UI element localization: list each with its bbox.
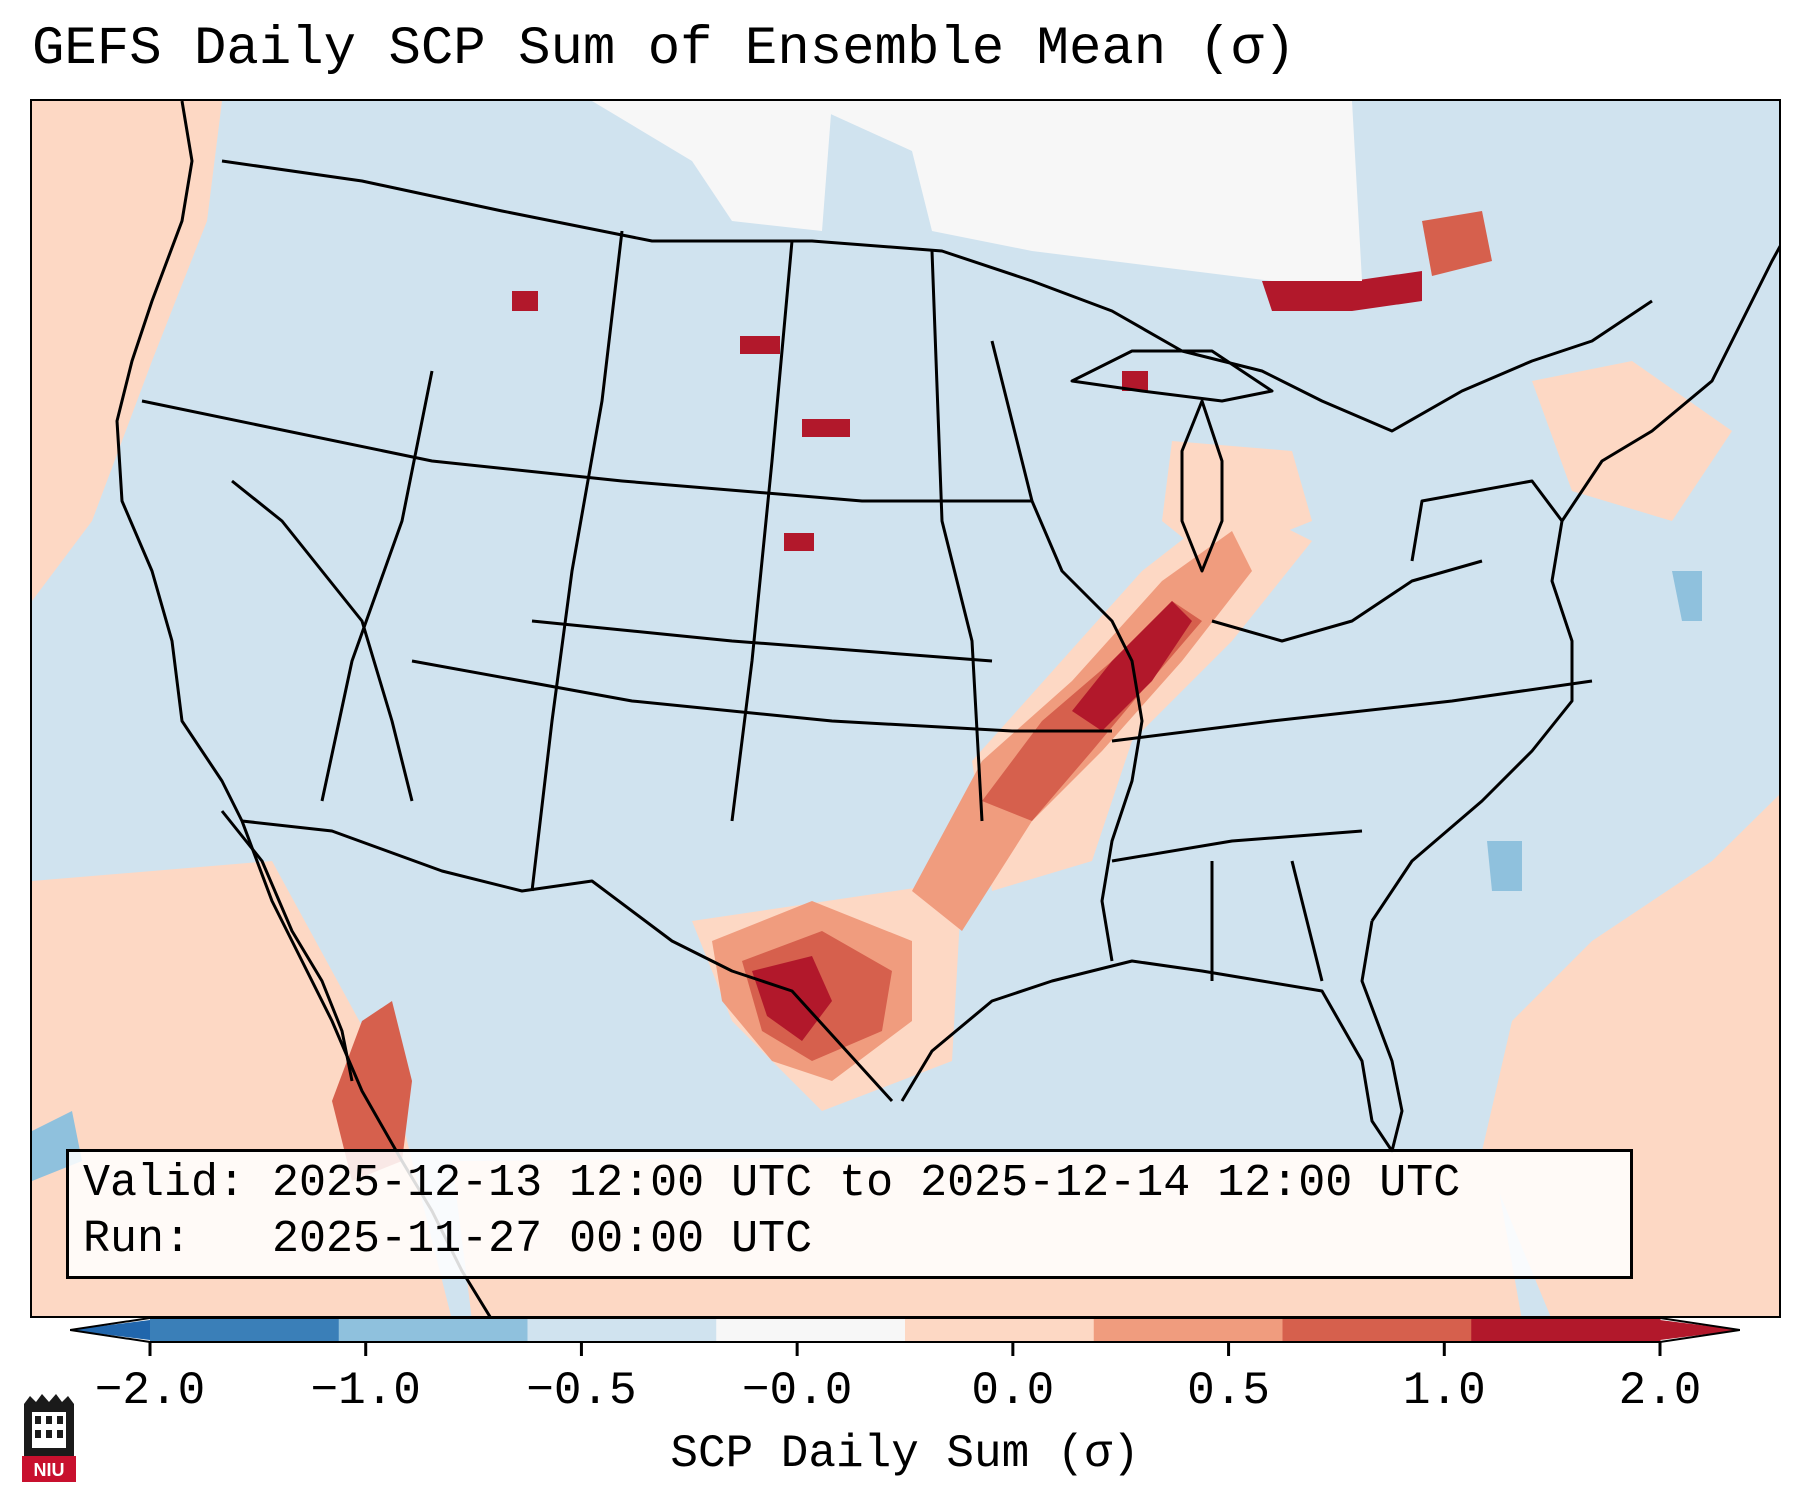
state-line-1	[141, 399, 1032, 503]
basemap-lines	[115, 101, 1779, 1316]
nebraska-extreme-cell	[802, 419, 850, 437]
map-canvas	[32, 101, 1779, 1316]
kansas-extreme-cell	[784, 533, 814, 551]
atlantic-south-negative-spot	[1487, 841, 1522, 891]
colorbar-tick-label: 0.5	[1187, 1365, 1270, 1417]
state-line-13	[231, 479, 414, 802]
colorbar-bins	[150, 1318, 1661, 1342]
east-coast-line	[1370, 245, 1779, 922]
state-line-12	[1410, 479, 1564, 562]
colorbar-bin-2	[527, 1318, 717, 1342]
western-canada-neutral-area	[592, 101, 832, 231]
colorbar-bin-1	[338, 1318, 528, 1342]
state-line-7	[1111, 679, 1593, 743]
lake-superior-outline	[1070, 349, 1274, 403]
atlantic-negative-spot	[1672, 571, 1702, 621]
state-line-14	[531, 619, 993, 663]
northeast-positive-area	[1532, 361, 1732, 521]
colorbar-under-arrow	[70, 1320, 150, 1340]
niu-logo-text: NIU	[34, 1460, 65, 1480]
colorbar-bin-3	[716, 1318, 906, 1342]
colorbar	[70, 1318, 1740, 1356]
colorbar-bin-7	[1471, 1318, 1661, 1342]
colorbar-tick-label: −1.0	[310, 1365, 421, 1417]
colorbar-bin-6	[1282, 1318, 1472, 1342]
central-canada-neutral-area	[802, 101, 1362, 281]
colorbar-outline	[70, 1318, 1740, 1343]
montana-extreme-cell	[512, 291, 538, 311]
colorbar-label: SCP Daily Sum (σ)	[670, 1428, 1140, 1480]
valid-label: Valid:	[83, 1158, 246, 1209]
gulf-coast-line	[900, 920, 1404, 1153]
texas-extreme-core	[752, 956, 832, 1041]
wisconsin-extreme-cell	[1122, 371, 1148, 391]
valid-value: 2025-12-13 12:00 UTC to 2025-12-14 12:00…	[272, 1158, 1461, 1209]
state-line-6	[930, 250, 984, 822]
colorbar-over-arrow	[1660, 1320, 1740, 1340]
gulf-of-california-strong-area	[332, 1001, 412, 1181]
colorbar-tick-label: 1.0	[1402, 1365, 1486, 1417]
state-line-2	[411, 659, 1112, 733]
map-title: GEFS Daily SCP Sum of Ensemble Mean (σ)	[32, 19, 1296, 80]
colorbar-tick-label: −0.0	[741, 1365, 853, 1417]
state-line-8	[1111, 829, 1363, 863]
niu-logo: NIU	[22, 1394, 76, 1482]
canada-us-border	[221, 159, 1653, 433]
state-line-5	[730, 240, 794, 822]
colorbar-bin-5	[1093, 1318, 1283, 1342]
colorbar-tick-label: 2.0	[1618, 1365, 1702, 1417]
pacific-positive-area	[32, 101, 222, 601]
state-line-11	[1290, 860, 1324, 982]
state-line-4	[530, 230, 624, 892]
colorbar-bin-0	[150, 1318, 340, 1342]
quebec-strong-area	[1422, 211, 1492, 276]
lake-michigan-outline	[1180, 399, 1224, 573]
colorbar-bin-4	[905, 1318, 1095, 1342]
state-line-3	[320, 370, 434, 802]
colorbar-tick-label: −0.5	[526, 1365, 637, 1417]
valid-run-infobox: Valid: 2025-12-13 12:00 UTC to 2025-12-1…	[66, 1149, 1633, 1279]
state-line-9	[1211, 559, 1483, 643]
baja-peninsula-line	[220, 810, 354, 1082]
neutral-fields	[592, 101, 1362, 281]
run-label: Run:	[83, 1214, 192, 1265]
run-value: 2025-11-27 00:00 UTC	[272, 1214, 813, 1265]
positive-anomaly-fields	[32, 101, 1779, 1316]
mexico-us-border	[241, 819, 894, 1103]
colorbar-tick-label: 0.0	[971, 1365, 1055, 1417]
dakota-extreme-cell	[740, 336, 780, 354]
map-panel	[30, 99, 1781, 1318]
colorbar-tick-label: −2.0	[94, 1365, 206, 1417]
mississippi-divide	[990, 340, 1144, 962]
colorbar-ticks	[148, 1342, 1662, 1356]
great-lakes-positive-area	[1162, 441, 1312, 561]
